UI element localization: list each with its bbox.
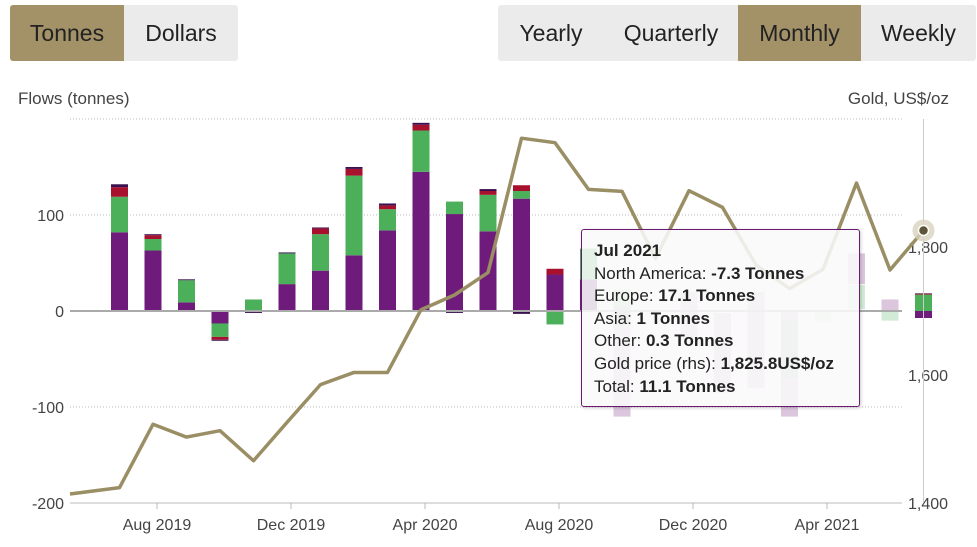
- bar-europe: [546, 311, 564, 325]
- bar-asia: [211, 336, 229, 340]
- bar-other: [178, 279, 195, 281]
- bar-asia: [144, 235, 162, 239]
- bar-faded: [881, 299, 899, 311]
- x-tick-label: Apr 2021: [795, 517, 860, 534]
- bar-other: [412, 122, 430, 125]
- bar-europe: [245, 299, 262, 311]
- bar-europe: [178, 280, 195, 303]
- weekly-button[interactable]: Weekly: [881, 20, 956, 46]
- hover-marker: [917, 224, 930, 237]
- bar-europe: [513, 191, 530, 199]
- bar-other: [513, 311, 530, 314]
- bar-asia: [312, 228, 329, 235]
- bar-europe: [446, 201, 463, 215]
- y2-axis-title: Gold, US$/oz: [847, 89, 949, 108]
- tooltip-title: Jul 2021: [594, 241, 662, 260]
- bar-other: [278, 252, 296, 254]
- y-tick-label: -200: [32, 496, 64, 513]
- bar-north-america: [446, 214, 463, 311]
- bar-europe: [144, 239, 162, 251]
- y-tick-label: -100: [32, 400, 64, 417]
- y-axis-title: Flows (tonnes): [18, 89, 130, 108]
- bar-asia: [345, 168, 363, 176]
- bar-north-america: [111, 232, 128, 311]
- y2-tick-label: 1,800: [908, 240, 948, 257]
- bar-europe: [345, 175, 363, 256]
- bar-europe: [412, 130, 430, 172]
- x-tick-label: Dec 2020: [659, 517, 728, 534]
- tooltip-row-other: Other: 0.3 Tonnes: [594, 331, 734, 351]
- tooltip-row-total: Total: 11.1 Tonnes: [594, 376, 736, 396]
- y2-tick-label: 1,400: [908, 496, 948, 513]
- bar-north-america: [345, 255, 363, 311]
- bar-north-america: [178, 302, 195, 311]
- bar-europe: [278, 253, 296, 285]
- bar-faded: [881, 311, 899, 321]
- tooltip-row-europe: Europe: 17.1 Tonnes: [594, 286, 756, 306]
- bar-north-america: [546, 274, 564, 311]
- bar-europe: [111, 196, 128, 233]
- x-tick-label: Aug 2019: [123, 517, 192, 534]
- x-tick-label: Dec 2019: [257, 517, 326, 534]
- bar-north-america: [278, 284, 296, 311]
- bar-other: [379, 203, 396, 206]
- bar-other: [312, 227, 329, 229]
- bar-other: [245, 311, 262, 313]
- bar-asia: [111, 187, 128, 197]
- bar-north-america: [211, 311, 229, 324]
- tooltip-row-gold-price: Gold price (rhs): 1,825.8US$/oz: [594, 353, 834, 373]
- bar-asia: [479, 191, 497, 195]
- period-toggle: Yearly Quarterly Monthly Weekly: [498, 5, 976, 61]
- quarterly-button[interactable]: Quarterly: [623, 20, 719, 46]
- yearly-button[interactable]: Yearly: [519, 20, 583, 46]
- bar-north-america: [312, 270, 329, 311]
- x-tick-label: Aug 2020: [525, 517, 594, 534]
- y-tick-label: 0: [55, 304, 64, 321]
- bar-europe: [479, 194, 497, 232]
- dollars-button[interactable]: Dollars: [145, 20, 217, 46]
- bar-asia: [379, 205, 396, 210]
- tooltip-row-north-america: North America: -7.3 Tonnes: [594, 263, 805, 283]
- y2-tick-label: 1,600: [908, 368, 948, 385]
- bar-north-america: [379, 230, 396, 311]
- bar-asia: [546, 268, 564, 275]
- bar-other: [211, 339, 229, 341]
- bar-europe: [312, 234, 329, 271]
- tooltip-row-asia: Asia: 1 Tonnes: [594, 308, 710, 328]
- bar-north-america: [144, 250, 162, 311]
- monthly-button[interactable]: Monthly: [738, 5, 861, 61]
- tonnes-button[interactable]: Tonnes: [10, 5, 124, 61]
- bar-other: [479, 189, 497, 191]
- unit-toggle: Tonnes Dollars: [10, 5, 238, 61]
- bar-north-america: [513, 198, 530, 311]
- y-tick-label: 100: [37, 208, 64, 225]
- bar-europe: [379, 209, 396, 231]
- bar-other: [144, 234, 162, 236]
- bar-europe: [211, 323, 229, 337]
- tooltip: Jul 2021 North America: -7.3 Tonnes Euro…: [581, 229, 860, 407]
- bar-other: [111, 184, 128, 188]
- bar-other: [345, 167, 363, 169]
- bar-north-america: [412, 171, 430, 311]
- bar-asia: [412, 124, 430, 131]
- x-tick-label: Apr 2020: [393, 517, 458, 534]
- bar-asia: [513, 185, 530, 191]
